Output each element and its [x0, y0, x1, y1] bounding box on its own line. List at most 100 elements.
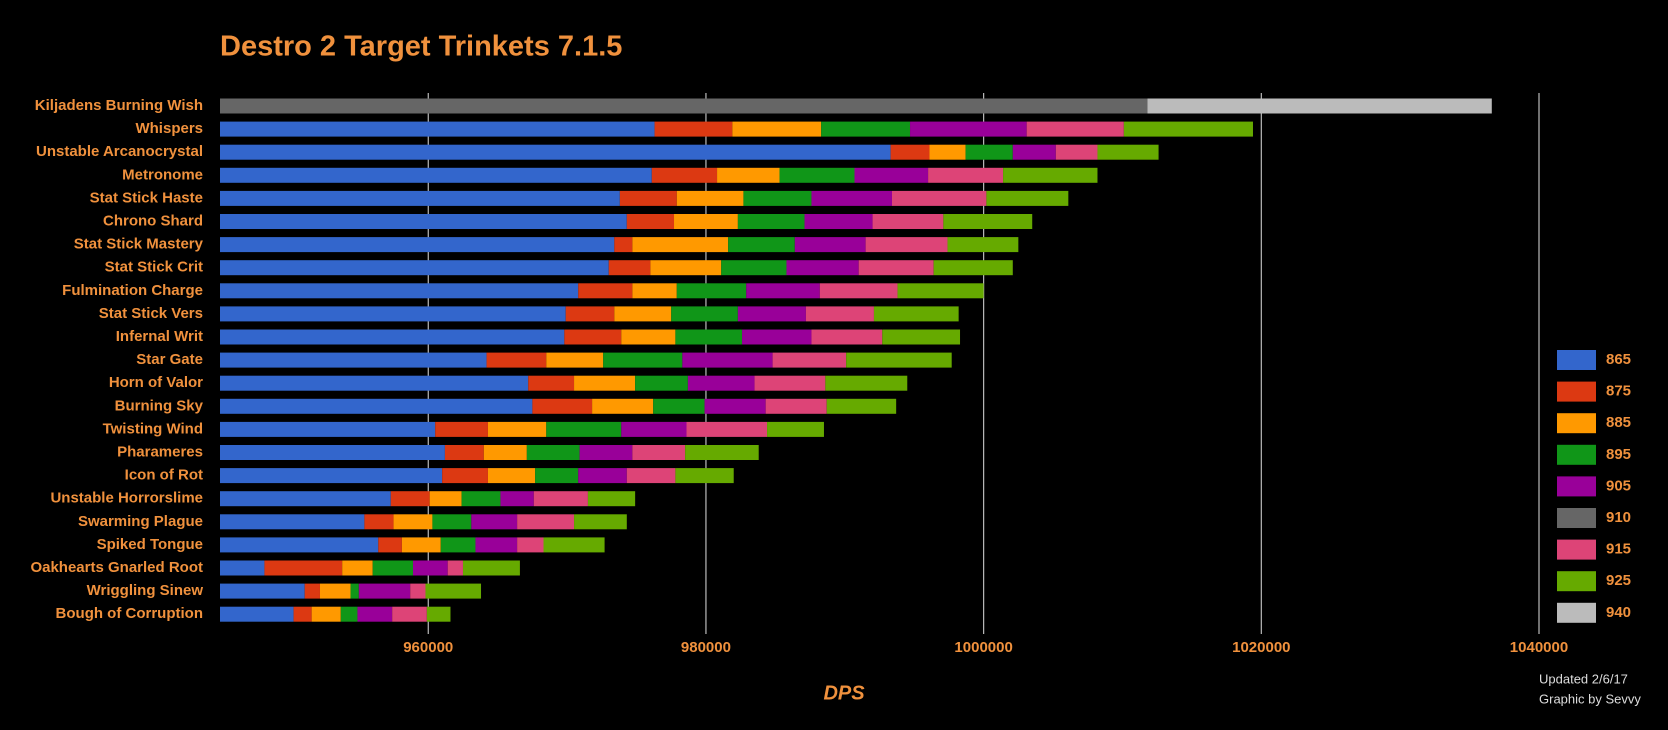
bar-segment [487, 421, 547, 437]
bar-segment [564, 329, 622, 345]
bar-segment [654, 121, 733, 137]
bar-segment [650, 260, 722, 276]
x-tick-label: 980000 [681, 639, 731, 656]
bar-segment [440, 537, 476, 553]
bar-segment [592, 398, 654, 414]
bar-segment [872, 214, 944, 229]
bar-segment [220, 560, 265, 576]
x-tick-label: 960000 [403, 639, 453, 656]
bar-segment [721, 260, 787, 276]
bar-segment [461, 491, 501, 507]
bar-segment [311, 606, 341, 622]
y-tick-label: Horn of Valor [109, 374, 203, 391]
legend-swatch [1557, 444, 1596, 465]
y-tick-label: Unstable Horrorslime [50, 490, 203, 507]
bar-segment [220, 375, 529, 391]
y-tick-label: Stat Stick Crit [105, 259, 203, 276]
footer-note: Updated 2/6/17 [1539, 671, 1628, 686]
bar-segment [220, 214, 627, 229]
bar-segment [865, 237, 948, 253]
bar-segment [608, 260, 651, 276]
legend-label: 875 [1606, 383, 1631, 400]
bar-segment [220, 352, 487, 368]
bar-segment [891, 190, 987, 206]
legend-swatch [1557, 476, 1596, 497]
bar-segment [517, 514, 575, 530]
bar-segment [220, 306, 566, 322]
y-tick-label: Kiljadens Burning Wish [35, 97, 203, 114]
bar-segment [487, 468, 536, 484]
bar-segment [574, 375, 636, 391]
y-tick-label: Twisting Wind [103, 420, 203, 437]
bar-segment [220, 514, 365, 530]
bar-segment [390, 491, 430, 507]
bar-segment [462, 560, 520, 576]
bar-segment [632, 283, 677, 299]
bar-segment [435, 421, 488, 437]
bar-segment [220, 237, 615, 253]
bar-segment [765, 398, 827, 414]
bar-segment [578, 283, 633, 299]
x-tick-label: 1020000 [1232, 639, 1290, 656]
y-tick-label: Stat Stick Mastery [74, 236, 204, 253]
bar-segment [579, 445, 633, 460]
legend-label: 925 [1606, 572, 1631, 589]
bar-segment [779, 167, 855, 183]
bar-segment [754, 375, 826, 391]
bar-segment [535, 468, 579, 484]
bar-segment [340, 606, 358, 622]
bar-segment [293, 606, 312, 622]
bar-segment [614, 237, 633, 253]
bar-segment [826, 398, 897, 414]
bar-segment [1097, 144, 1159, 160]
y-tick-label: Whispers [135, 120, 203, 137]
legend-label: 865 [1606, 351, 1631, 368]
bar-segment [767, 421, 824, 437]
bar-segment [686, 421, 768, 437]
bar-segment [500, 491, 534, 507]
bar-segment [220, 329, 565, 345]
bar-segment [854, 167, 929, 183]
bar-segment [635, 375, 688, 391]
bar-segment [632, 445, 686, 460]
y-tick-label: Pharameres [117, 443, 203, 460]
y-tick-label: Burning Sky [115, 397, 204, 414]
legend-label: 915 [1606, 541, 1631, 558]
y-tick-label: Bough of Corruption [56, 605, 203, 622]
y-tick-label: Fulmination Charge [62, 282, 203, 299]
bar-segment [220, 583, 305, 599]
bar-segment [603, 352, 683, 368]
bar-segment [350, 583, 359, 599]
bar-segment [676, 190, 744, 206]
bar-segment [358, 583, 411, 599]
bar-segment [543, 537, 605, 553]
bar-segment [304, 583, 320, 599]
bar-segment [220, 468, 443, 484]
y-tick-label: Star Gate [136, 351, 203, 368]
bar-segment [986, 190, 1069, 206]
bar-segment [786, 260, 859, 276]
bar-segment [220, 283, 579, 299]
bar-segment [732, 121, 822, 137]
bar-segment [483, 445, 527, 460]
bar-segment [357, 606, 393, 622]
bar-segment [372, 560, 413, 576]
legend-label: 910 [1606, 509, 1631, 526]
bar-segment [1055, 144, 1098, 160]
bar-segment [737, 306, 806, 322]
bar-segment [526, 445, 580, 460]
bar-segment [910, 121, 1027, 137]
bar-segment [890, 144, 930, 160]
bar-segment [220, 98, 1148, 114]
bar-segment [319, 583, 351, 599]
bar-segment [392, 606, 427, 622]
bar-segment [578, 468, 627, 484]
bar-segment [432, 514, 472, 530]
bar-segment [674, 214, 738, 229]
bar-segment [717, 167, 780, 183]
y-tick-label: Wriggling Sinew [87, 582, 204, 599]
bar-segment [805, 306, 874, 322]
bar-segment [220, 121, 655, 137]
bar-segment [401, 537, 441, 553]
bar-segment [546, 352, 604, 368]
